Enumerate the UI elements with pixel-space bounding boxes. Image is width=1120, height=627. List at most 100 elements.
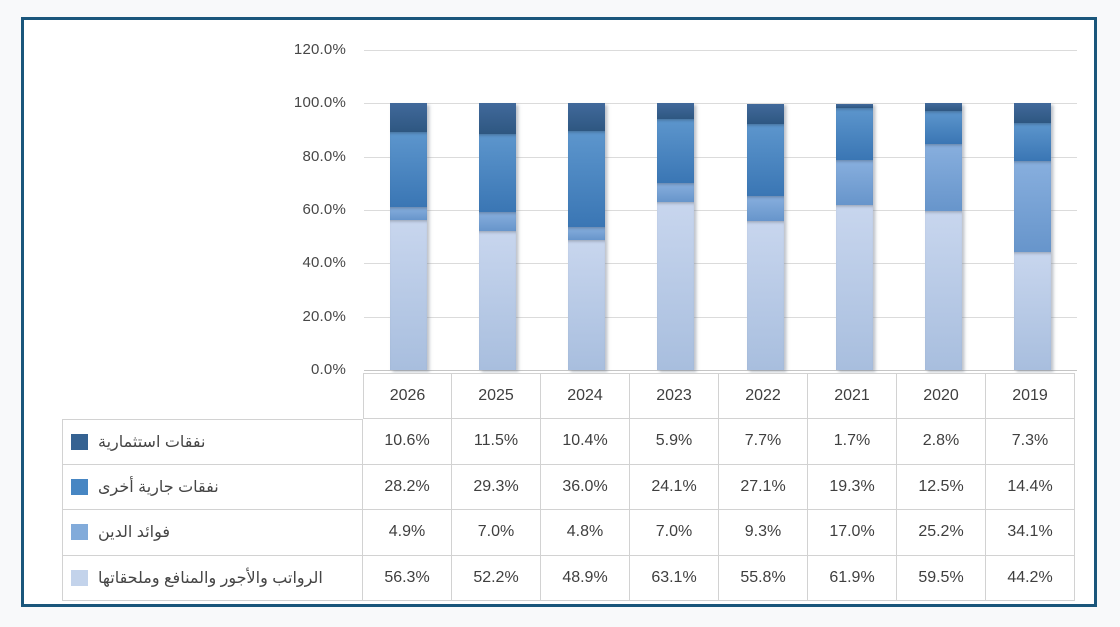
bar-column-2025 (453, 103, 542, 370)
bar-column-2019 (988, 103, 1077, 370)
value-cell: 7.0% (452, 510, 541, 556)
bar-segment (657, 201, 695, 370)
row-label-cell: نفقات جارية أخرى (62, 464, 363, 510)
value-cell: 7.7% (719, 419, 808, 465)
year-header-cell: 2024 (541, 373, 630, 419)
legend-swatch-icon (71, 569, 88, 586)
bar-segment (657, 119, 695, 184)
stacked-bar-2025 (479, 103, 517, 370)
gridline (364, 210, 1077, 211)
value-cell: 61.9% (808, 555, 897, 601)
value-cell: 24.1% (630, 464, 719, 510)
value-cell: 56.3% (363, 555, 452, 601)
value-cell: 10.4% (541, 419, 630, 465)
bar-segment (479, 103, 517, 135)
bar-segment (924, 110, 962, 145)
bar-segment (390, 103, 428, 132)
value-cell: 19.3% (808, 464, 897, 510)
year-header-cell: 2023 (630, 373, 719, 419)
value-cell: 25.2% (897, 510, 986, 556)
gridline (364, 50, 1077, 51)
bar-segment (835, 108, 873, 160)
bar-segment (1013, 161, 1051, 253)
gridline (364, 316, 1077, 318)
bar-segment (835, 103, 873, 109)
value-cell: 29.3% (452, 464, 541, 510)
value-cell: 28.2% (363, 464, 452, 510)
stacked-bar-2019 (1013, 103, 1051, 370)
y-tick-label: 0.0% (311, 361, 346, 378)
value-cell: 52.2% (452, 555, 541, 601)
gridline (364, 103, 1077, 105)
bar-segment (479, 134, 517, 213)
bar-segment (390, 206, 428, 220)
value-cell: 4.9% (363, 510, 452, 556)
value-cell: 7.0% (630, 510, 719, 556)
value-cell: 1.7% (808, 419, 897, 465)
value-cell: 48.9% (541, 555, 630, 601)
chart-frame: 120.0% 100.0% 80.0% 60.0% 40.0% 20.0% 0.0% 202… (21, 17, 1097, 607)
bar-column-2020 (899, 103, 988, 370)
bar-segment (746, 196, 784, 222)
stacked-bar-2021 (835, 103, 873, 370)
stacked-bar-2026 (390, 103, 428, 370)
value-cell: 4.8% (541, 510, 630, 556)
bar-segment (1013, 122, 1051, 162)
value-cell: 59.5% (897, 555, 986, 601)
series-name-label: نفقات استثمارية (98, 433, 206, 451)
data-table: 2026 2025 2024 2023 2022 2021 2020 2019 نفقات اس… (62, 373, 1075, 601)
y-tick-label: 40.0% (302, 254, 346, 272)
y-tick-label: 60.0% (302, 201, 346, 218)
value-cell: 2.8% (897, 419, 986, 465)
bar-column-2026 (364, 103, 453, 370)
stacked-bar-2024 (568, 103, 606, 370)
year-header-cell: 2025 (452, 373, 541, 419)
bar-segment (657, 183, 695, 202)
year-header-cell: 2020 (897, 373, 986, 419)
bar-segment (568, 131, 606, 227)
series-name-label: نفقات جارية أخرى (98, 478, 219, 496)
bar-segment (746, 221, 784, 370)
row-label-cell: الرواتب والأجور والمنافع وملحقاتها (62, 555, 363, 601)
y-tick-label: 100.0% (293, 94, 346, 112)
bar-segment (835, 204, 873, 370)
value-cell: 36.0% (541, 464, 630, 510)
gridline (364, 263, 1077, 265)
y-tick-label: 20.0% (302, 307, 346, 325)
value-cell: 34.1% (986, 510, 1075, 556)
legend-swatch-icon (71, 433, 88, 450)
value-cell: 55.8% (719, 555, 808, 601)
legend-swatch-icon (71, 478, 88, 495)
series-name-label: فوائد الدين (98, 524, 171, 542)
value-cell: 27.1% (719, 464, 808, 510)
value-cell: 63.1% (630, 555, 719, 601)
bar-segment (924, 211, 962, 370)
bar-segment (1013, 252, 1051, 370)
value-cell: 9.3% (719, 510, 808, 556)
bar-segment (568, 239, 606, 370)
bar-segment (1013, 103, 1051, 123)
year-header-cell: 2019 (986, 373, 1075, 419)
bar-segment (746, 103, 784, 125)
bars-layer (364, 103, 1077, 370)
table-corner-spacer (62, 373, 363, 419)
gridline (364, 156, 1077, 158)
value-cell: 14.4% (986, 464, 1075, 510)
bar-segment (746, 124, 784, 197)
value-cell: 7.3% (986, 419, 1075, 465)
stacked-bar-2023 (657, 103, 695, 370)
bar-segment (390, 131, 428, 207)
value-cell: 44.2% (986, 555, 1075, 601)
y-tick-label: 80.0% (302, 147, 346, 165)
stacked-bar-2022 (746, 103, 784, 370)
stacked-bar-2020 (924, 103, 962, 370)
value-cell: 10.6% (363, 419, 452, 465)
value-cell: 17.0% (808, 510, 897, 556)
bar-segment (924, 103, 962, 111)
x-axis-line (364, 370, 1077, 371)
bar-column-2024 (542, 103, 631, 370)
bar-column-2023 (631, 103, 720, 370)
row-label-cell: فوائد الدين (62, 510, 363, 556)
value-cell: 12.5% (897, 464, 986, 510)
y-axis: 120.0% 100.0% 80.0% 60.0% 40.0% 20.0% 0.0% (254, 41, 354, 378)
